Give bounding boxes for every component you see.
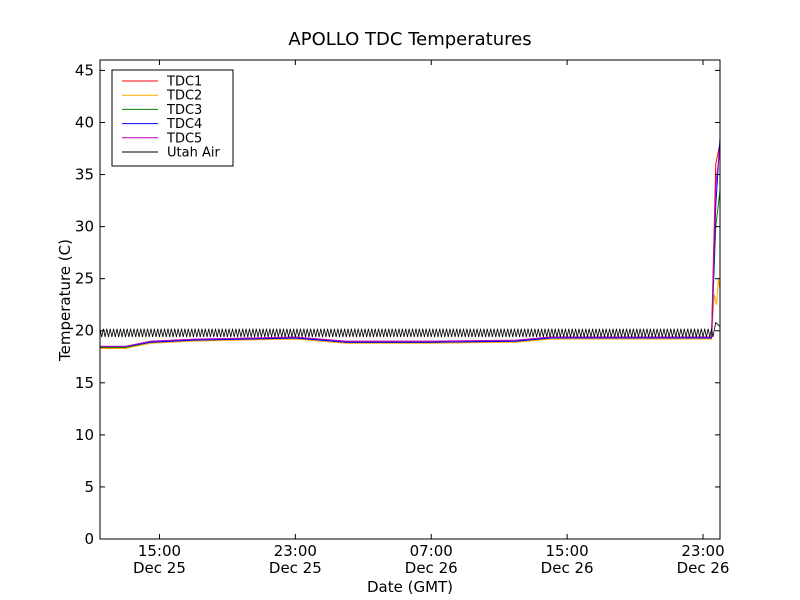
legend-box bbox=[111, 69, 234, 167]
series-line-utah-air bbox=[99, 321, 721, 338]
y-tick-label: 0 bbox=[84, 530, 94, 548]
x-tick-label-date: Dec 26 bbox=[677, 559, 730, 577]
y-tick-label: 20 bbox=[75, 322, 94, 340]
y-tick-label: 10 bbox=[75, 426, 94, 444]
y-tick-label: 25 bbox=[75, 270, 94, 288]
plot-frame bbox=[99, 59, 721, 540]
series-line-tdc5 bbox=[100, 148, 721, 347]
x-tick-label-date: Dec 26 bbox=[541, 559, 594, 577]
x-tick-label-time: 15:00 bbox=[546, 542, 589, 560]
legend-label: TDC3 bbox=[166, 103, 202, 118]
x-tick-label-time: 23:00 bbox=[274, 542, 317, 560]
y-axis-ticks: 0 5 10 15 20 25 30 35 40 45 bbox=[75, 61, 720, 548]
x-tick-label-date: Dec 25 bbox=[269, 559, 322, 577]
chart-title: APOLLO TDC Temperatures bbox=[288, 29, 531, 50]
y-tick-label: 35 bbox=[75, 166, 94, 184]
y-tick-label: 5 bbox=[84, 478, 94, 496]
x-tick-label-date: Dec 26 bbox=[405, 559, 458, 577]
legend-label: TDC4 bbox=[166, 117, 202, 132]
plot-lines bbox=[99, 138, 721, 349]
y-tick-label: 40 bbox=[75, 113, 94, 131]
x-axis-label: Date (GMT) bbox=[367, 578, 453, 596]
series-line-tdc2 bbox=[100, 278, 721, 349]
y-tick-label: 45 bbox=[75, 61, 94, 79]
x-tick-label-time: 23:00 bbox=[681, 542, 724, 560]
x-tick-label-date: Dec 25 bbox=[133, 559, 186, 577]
x-tick-label-time: 15:00 bbox=[138, 542, 181, 560]
legend-label: Utah Air bbox=[167, 146, 220, 161]
legend-label: TDC5 bbox=[166, 131, 202, 146]
legend-label: TDC2 bbox=[166, 89, 202, 104]
y-tick-label: 30 bbox=[75, 218, 94, 236]
legend-label: TDC1 bbox=[166, 75, 202, 90]
series-line-tdc4 bbox=[100, 138, 721, 347]
series-line-tdc1 bbox=[100, 143, 721, 348]
series-line-tdc3 bbox=[100, 190, 721, 348]
x-tick-label-time: 07:00 bbox=[410, 542, 453, 560]
y-tick-label: 15 bbox=[75, 374, 94, 392]
y-axis-label: Temperature (C) bbox=[56, 239, 74, 362]
